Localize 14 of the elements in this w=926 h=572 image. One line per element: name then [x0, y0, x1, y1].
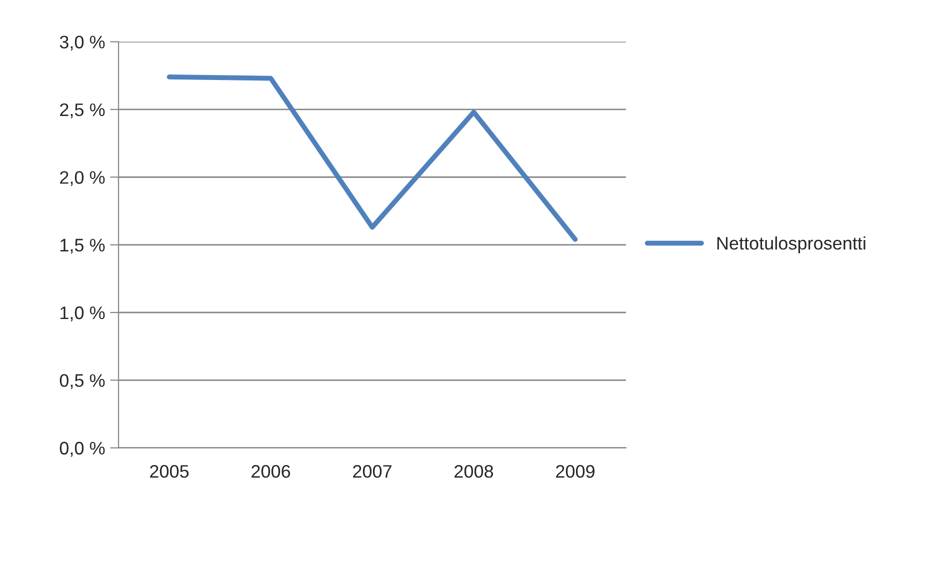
- y-tick-label: 1,5 %: [60, 238, 105, 254]
- x-tick-label: 2009: [556, 465, 594, 478]
- x-tick-label: 2007: [353, 465, 392, 478]
- y-tick-label: 0,0 %: [60, 442, 105, 457]
- line-series: [166, 74, 578, 242]
- x-tick-label: 2008: [454, 465, 494, 478]
- y-tick-label: 1,0 %: [60, 306, 105, 322]
- x-tick-label: 2006: [252, 465, 290, 478]
- legend-label: Nettotulosprosentti: [717, 236, 866, 254]
- y-tick-label: 3,0 %: [60, 36, 105, 51]
- x-tick-label: 2005: [150, 465, 189, 478]
- y-tick-label: 2,5 %: [60, 103, 105, 118]
- y-tick-label: 2,0 %: [60, 171, 105, 186]
- y-tick-label: 0,5 %: [60, 374, 105, 390]
